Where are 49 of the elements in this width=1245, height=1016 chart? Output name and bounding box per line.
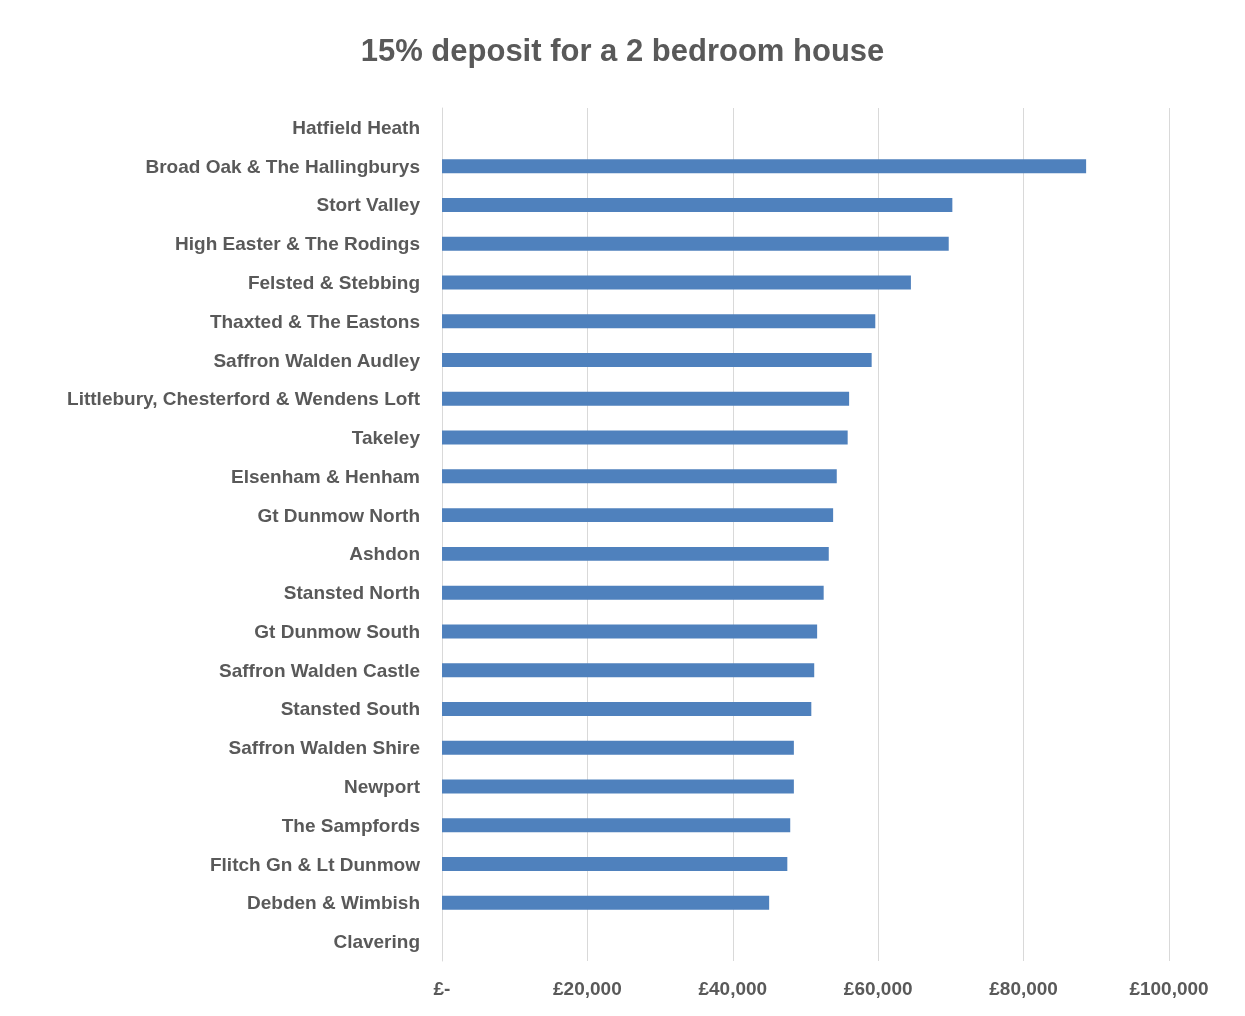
y-tick-label: Thaxted & The Eastons xyxy=(209,310,420,332)
bar xyxy=(442,314,876,329)
y-tick-label: Newport xyxy=(344,776,421,798)
y-tick-label: Gt Dunmow North xyxy=(257,504,420,526)
x-tick-label: £60,000 xyxy=(843,978,913,999)
x-tick-label: £20,000 xyxy=(553,978,622,999)
bar xyxy=(442,430,848,445)
x-tick-label: £40,000 xyxy=(698,978,768,999)
bar xyxy=(442,236,949,251)
bar xyxy=(442,818,791,833)
bar xyxy=(442,895,770,910)
y-tick-label: Debden & Wimbish xyxy=(247,892,420,914)
y-tick-label: The Sampfords xyxy=(281,814,420,836)
y-tick-label: Broad Oak & The Hallingburys xyxy=(145,155,420,177)
y-tick-label: Gt Dunmow South xyxy=(254,620,420,642)
y-tick-label: Stansted North xyxy=(283,582,420,604)
bar xyxy=(442,159,1087,174)
x-tick-label: £100,000 xyxy=(1129,978,1209,999)
y-tick-label: Stort Valley xyxy=(316,194,421,216)
y-tick-label: Felsted & Stebbing xyxy=(247,271,420,293)
bar xyxy=(442,740,794,755)
y-tick-label: Saffron Walden Audley xyxy=(213,349,421,371)
x-tick-label: £80,000 xyxy=(989,978,1058,999)
bar xyxy=(442,702,812,716)
y-tick-label: Takeley xyxy=(351,427,421,449)
bar xyxy=(442,275,911,290)
bar xyxy=(442,585,824,600)
bar xyxy=(442,469,837,484)
y-tick-label: High Easter & The Rodings xyxy=(175,233,420,255)
chart-title: 15% deposit for a 2 bedroom house xyxy=(360,33,885,68)
bar xyxy=(442,546,829,561)
x-tick-label: £- xyxy=(433,978,451,999)
bar xyxy=(442,391,850,406)
y-tick-label: Flitch Gn & Lt Dunmow xyxy=(209,853,421,875)
y-tick-label: Stansted South xyxy=(280,698,420,720)
y-tick-label: Ashdon xyxy=(349,543,420,565)
y-tick-label: Hatfield Heath xyxy=(292,116,420,138)
y-tick-label: Saffron Walden Shire xyxy=(228,737,420,759)
bar xyxy=(442,624,818,639)
bar xyxy=(442,663,815,678)
y-tick-label: Littlebury, Chesterford & Wendens Loft xyxy=(67,388,421,410)
y-tick-label: Saffron Walden Castle xyxy=(219,659,420,681)
y-tick-label: Clavering xyxy=(333,931,420,953)
bar xyxy=(442,779,794,794)
bar xyxy=(442,353,872,367)
y-tick-label: Elsenham & Henham xyxy=(231,465,420,487)
bar xyxy=(442,508,834,523)
bar xyxy=(442,857,788,872)
bar xyxy=(442,197,953,212)
